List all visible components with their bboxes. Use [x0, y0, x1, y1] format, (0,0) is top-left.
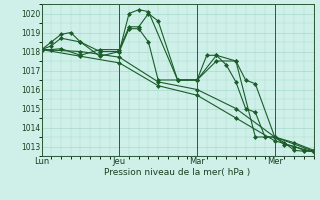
X-axis label: Pression niveau de la mer( hPa ): Pression niveau de la mer( hPa ) [104, 168, 251, 177]
